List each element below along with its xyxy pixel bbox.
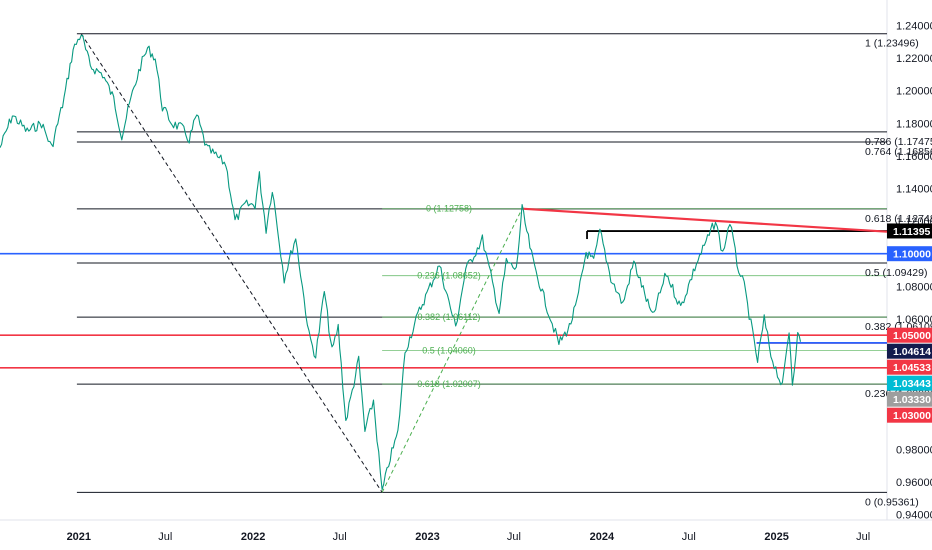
price-labels: 1.11395 1.10000 1.05000 1.04614 1.04533 1.034…	[887, 223, 932, 423]
price-label-bg	[887, 391, 932, 407]
y-tick-label: 1.20000	[896, 86, 932, 98]
x-tick-label: Jul	[333, 531, 347, 543]
x-tick-label: Jul	[856, 531, 870, 543]
x-tick-label: Jul	[158, 531, 172, 543]
fib-level-label: 0.618 (1.12748)	[865, 213, 932, 225]
price-series	[0, 34, 802, 491]
price-label: 1.10000	[893, 249, 931, 261]
price-label: 1.03443	[893, 378, 931, 390]
drawing-tools	[0, 33, 888, 493]
price-label: 1.04533	[893, 362, 931, 374]
fib-level-label-green: 0.382 (1.06112)	[418, 312, 481, 322]
y-tick-label: 0.98000	[896, 444, 932, 456]
fib-level-label: 0 (0.95361)	[865, 496, 919, 508]
price-label-bg	[887, 246, 932, 262]
x-tick-label: Jul	[682, 531, 696, 543]
y-tick-label: 1.14000	[896, 184, 932, 196]
price-label: 1.03000	[893, 410, 931, 422]
fib-anchor-line	[381, 208, 523, 493]
price-label-bg	[887, 407, 932, 423]
fib-level-label-green: 0.5 (1.04060)	[422, 346, 476, 356]
x-tick-label: 2022	[241, 531, 265, 543]
price-label-bg	[887, 359, 932, 375]
x-tick-label: 2023	[415, 531, 439, 543]
y-tick-label: 1.18000	[896, 118, 932, 130]
fib-level-label-green: 0 (1.12758)	[426, 204, 472, 214]
price-line	[0, 34, 802, 491]
x-tick-label: 2024	[590, 531, 615, 543]
price-label: 1.03330	[893, 394, 931, 406]
fib-level-label-green: 0.236 (1.08652)	[417, 271, 481, 281]
price-label-bg	[887, 327, 932, 343]
fib-level-label: 0.764 (1.16856)	[865, 146, 932, 158]
fib-level-label-green: 0.618 (1.02007)	[417, 379, 481, 389]
y-tick-label: 1.06000	[896, 314, 932, 326]
price-label: 1.05000	[893, 330, 931, 342]
trend-line	[522, 207, 888, 233]
x-tick-label: 2025	[764, 531, 788, 543]
time-axis[interactable]: 2021 Jul 2022 Jul 2023 Jul 2024 Jul 2025 Jul	[67, 531, 871, 543]
y-tick-label: 0.96000	[896, 477, 932, 489]
x-tick-label: Jul	[507, 531, 521, 543]
fib-level-label: 0.5 (1.09429)	[865, 267, 927, 279]
fib-labels: 1 (1.23496) 0.786 (1.17475)0.764 (1.16856…	[417, 38, 932, 509]
y-tick-label: 1.22000	[896, 53, 932, 65]
y-tick-label: 0.94000	[896, 510, 932, 522]
y-tick-label: 1.08000	[896, 281, 932, 293]
y-tick-label: 1.16000	[896, 151, 932, 163]
price-label-bg	[887, 375, 932, 391]
price-label-bg	[887, 343, 932, 359]
price-label: 1.04614	[893, 346, 931, 358]
fib-level-label: 0.786 (1.17475)	[865, 136, 932, 148]
x-tick-label: 2021	[67, 531, 91, 543]
price-label: 1.11395	[893, 226, 931, 238]
fib-anchor-line	[80, 33, 383, 493]
y-tick-label: 1.24000	[896, 21, 932, 33]
fib-level-label: 1 (1.23496)	[865, 38, 919, 50]
price-label-bg	[887, 223, 932, 239]
